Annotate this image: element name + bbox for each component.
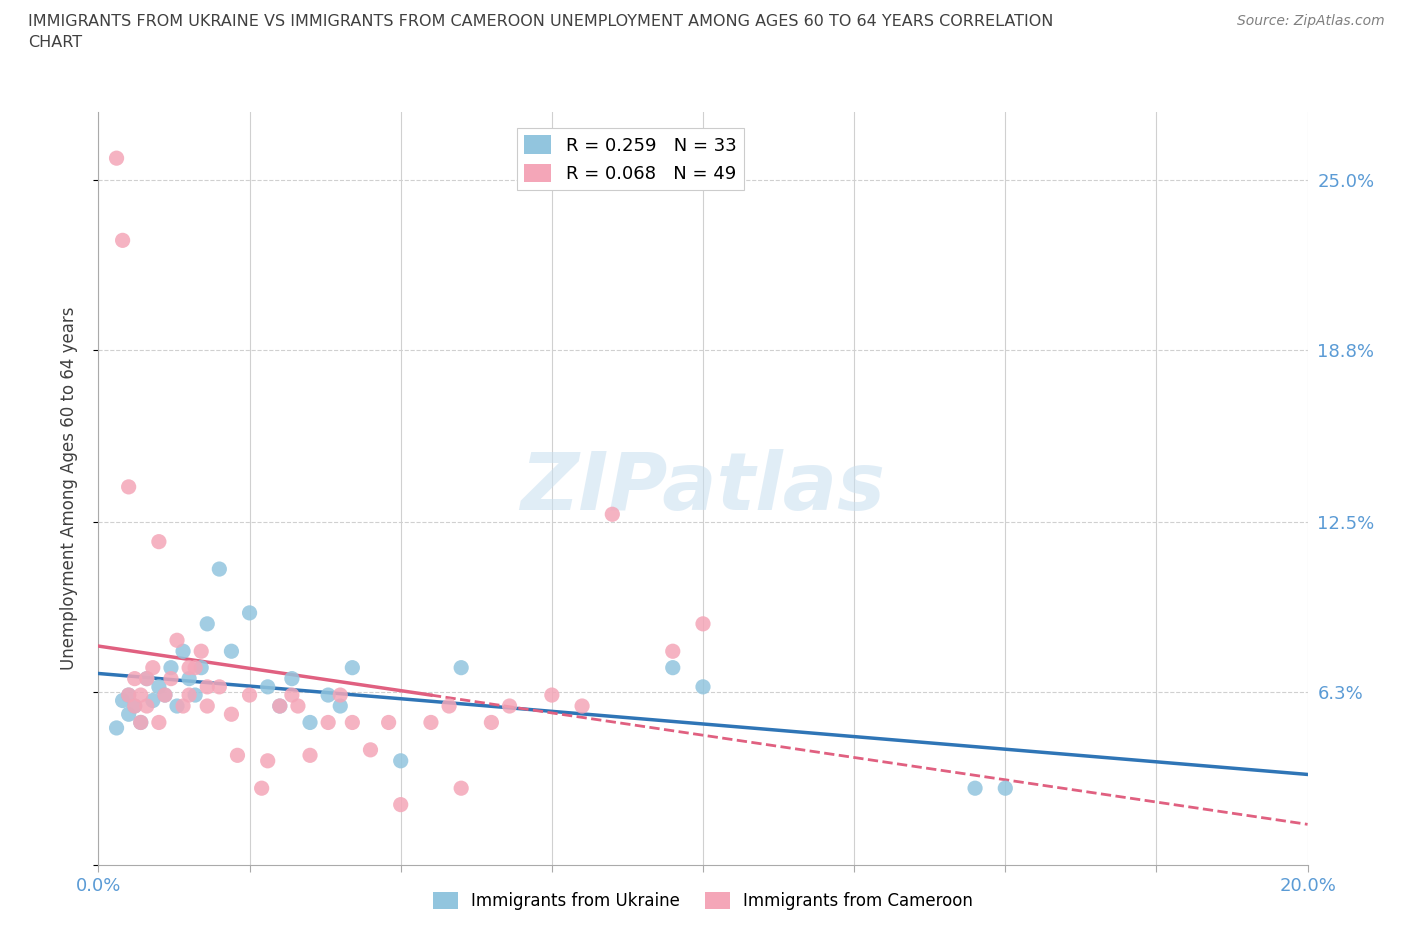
Point bbox=[118, 687, 141, 702]
Point bbox=[316, 715, 339, 730]
Point bbox=[111, 232, 134, 247]
Point bbox=[239, 605, 262, 620]
Point bbox=[148, 534, 170, 549]
Point bbox=[269, 698, 291, 713]
Point bbox=[129, 715, 152, 730]
Point bbox=[692, 617, 714, 631]
Legend: Immigrants from Ukraine, Immigrants from Cameroon: Immigrants from Ukraine, Immigrants from… bbox=[426, 885, 980, 917]
Point bbox=[190, 644, 212, 658]
Point bbox=[111, 693, 134, 708]
Point bbox=[124, 698, 146, 713]
Point bbox=[256, 753, 278, 768]
Point bbox=[142, 660, 165, 675]
Point bbox=[118, 480, 141, 495]
Point bbox=[179, 660, 201, 675]
Point bbox=[166, 698, 188, 713]
Point bbox=[540, 687, 562, 702]
Point bbox=[142, 693, 165, 708]
Point bbox=[360, 742, 382, 757]
Y-axis label: Unemployment Among Ages 60 to 64 years: Unemployment Among Ages 60 to 64 years bbox=[59, 307, 77, 670]
Point bbox=[994, 781, 1017, 796]
Point bbox=[965, 781, 987, 796]
Point bbox=[129, 687, 152, 702]
Point bbox=[195, 680, 218, 695]
Point bbox=[450, 660, 472, 675]
Point bbox=[571, 698, 593, 713]
Point bbox=[226, 748, 249, 763]
Point bbox=[105, 151, 128, 166]
Point bbox=[195, 617, 218, 631]
Point bbox=[389, 753, 412, 768]
Point bbox=[437, 698, 460, 713]
Point bbox=[124, 671, 146, 686]
Point bbox=[135, 671, 157, 686]
Point bbox=[287, 698, 309, 713]
Point bbox=[692, 680, 714, 695]
Point bbox=[299, 748, 322, 763]
Point bbox=[118, 687, 141, 702]
Point bbox=[256, 680, 278, 695]
Text: ZIPatlas: ZIPatlas bbox=[520, 449, 886, 527]
Point bbox=[221, 644, 243, 658]
Point bbox=[172, 644, 194, 658]
Text: Source: ZipAtlas.com: Source: ZipAtlas.com bbox=[1237, 14, 1385, 28]
Point bbox=[377, 715, 399, 730]
Point bbox=[153, 687, 176, 702]
Point bbox=[281, 687, 304, 702]
Point bbox=[299, 715, 322, 730]
Point bbox=[269, 698, 291, 713]
Point bbox=[450, 781, 472, 796]
Point bbox=[342, 715, 364, 730]
Point bbox=[316, 687, 339, 702]
Point bbox=[135, 671, 157, 686]
Point bbox=[208, 562, 231, 577]
Point bbox=[329, 698, 352, 713]
Point bbox=[153, 687, 176, 702]
Point bbox=[661, 660, 683, 675]
Point bbox=[179, 671, 201, 686]
Point bbox=[129, 715, 152, 730]
Text: IMMIGRANTS FROM UKRAINE VS IMMIGRANTS FROM CAMEROON UNEMPLOYMENT AMONG AGES 60 T: IMMIGRANTS FROM UKRAINE VS IMMIGRANTS FR… bbox=[28, 14, 1053, 50]
Point bbox=[124, 698, 146, 713]
Point bbox=[166, 632, 188, 647]
Legend: R = 0.259   N = 33, R = 0.068   N = 49: R = 0.259 N = 33, R = 0.068 N = 49 bbox=[517, 128, 744, 191]
Point bbox=[105, 721, 128, 736]
Point bbox=[661, 644, 683, 658]
Point bbox=[221, 707, 243, 722]
Point bbox=[148, 715, 170, 730]
Point bbox=[172, 698, 194, 713]
Point bbox=[481, 715, 503, 730]
Point bbox=[342, 660, 364, 675]
Point bbox=[420, 715, 443, 730]
Point bbox=[208, 680, 231, 695]
Point bbox=[329, 687, 352, 702]
Point bbox=[190, 660, 212, 675]
Point bbox=[148, 680, 170, 695]
Point bbox=[250, 781, 273, 796]
Point bbox=[239, 687, 262, 702]
Point bbox=[179, 687, 201, 702]
Point bbox=[389, 797, 412, 812]
Point bbox=[498, 698, 520, 713]
Point bbox=[135, 698, 157, 713]
Point bbox=[281, 671, 304, 686]
Point bbox=[184, 660, 207, 675]
Point bbox=[118, 707, 141, 722]
Point bbox=[184, 687, 207, 702]
Point bbox=[160, 671, 183, 686]
Point bbox=[602, 507, 624, 522]
Point bbox=[195, 698, 218, 713]
Point bbox=[160, 660, 183, 675]
